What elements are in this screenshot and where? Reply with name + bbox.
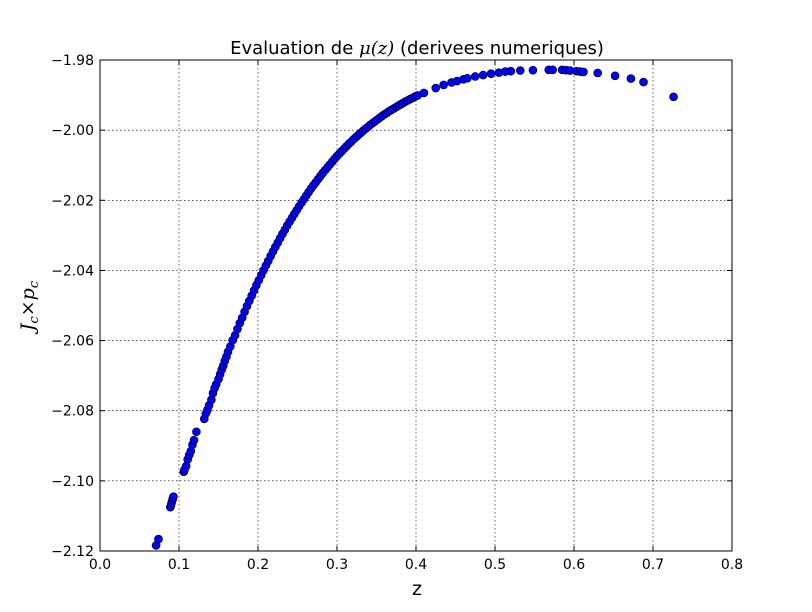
- scatter-point: [669, 92, 678, 102]
- scatter-point: [169, 492, 178, 501]
- data-points: [151, 65, 678, 550]
- x-axis-label: z: [412, 578, 422, 600]
- grid-lines: [100, 60, 732, 551]
- scatter-point: [610, 71, 620, 81]
- scatter-point: [626, 74, 636, 83]
- y-tick-label: −2.06: [51, 334, 94, 350]
- scatter-point: [486, 69, 496, 78]
- x-tick-label: 0.1: [168, 557, 190, 573]
- x-tick-label: 0.2: [247, 557, 269, 573]
- y-tick-label: −1.98: [51, 53, 94, 69]
- axis-ticks: [99, 59, 733, 552]
- scatter-point: [528, 65, 538, 75]
- scatter-point: [431, 83, 441, 93]
- x-tick-label: 0.5: [484, 557, 506, 573]
- y-tick-label: −2.10: [51, 474, 94, 490]
- scatter-point: [419, 88, 429, 98]
- y-axis-label-times: ×: [17, 300, 39, 316]
- y-tick-labels: −2.12 −2.10 −2.08 −2.06 −2.04 −2.02 −2.00 −1.98: [51, 53, 94, 560]
- chart-title-math: μ(z): [359, 38, 394, 59]
- scatter-point: [593, 68, 603, 78]
- scatter-point: [548, 65, 557, 75]
- y-tick-label: −2.12: [51, 544, 94, 560]
- scatter-point: [639, 77, 648, 87]
- scatter-point: [154, 534, 163, 544]
- scatter-point: [478, 70, 488, 80]
- x-tick-label: 0.6: [563, 557, 585, 573]
- scatter-point: [515, 66, 525, 75]
- scatter-point: [579, 67, 588, 77]
- y-axis-label-p: p: [17, 288, 39, 300]
- y-tick-label: −2.02: [51, 193, 94, 209]
- chart-title-prefix: Evaluation de: [230, 38, 359, 59]
- scatter-point: [470, 72, 480, 81]
- x-tick-labels: 0.0 0.1 0.2 0.3 0.4 0.5 0.6 0.7 0.8: [89, 557, 743, 573]
- y-tick-label: −2.04: [51, 263, 94, 279]
- x-tick-label: 0.0: [89, 557, 111, 573]
- y-axis-label: Jc×pc: [17, 280, 42, 335]
- y-axis-label-j-sub: c: [27, 316, 42, 324]
- x-tick-label: 0.8: [721, 557, 743, 573]
- y-tick-label: −2.00: [51, 123, 94, 139]
- scatter-point: [506, 66, 516, 76]
- chart-title-suffix: (derivees numeriques): [394, 38, 604, 59]
- scatter-point: [192, 427, 201, 437]
- x-tick-label: 0.3: [326, 557, 348, 573]
- x-tick-label: 0.4: [405, 557, 427, 573]
- scatter-point: [189, 435, 199, 445]
- chart-title: Evaluation de μ(z) (derivees numeriques): [230, 38, 604, 59]
- scatter-point: [463, 73, 472, 83]
- y-axis-label-p-sub: c: [27, 280, 42, 288]
- y-tick-label: −2.08: [51, 404, 94, 420]
- y-axis-label-j: J: [17, 322, 39, 335]
- scatter-point: [439, 80, 448, 90]
- x-tick-label: 0.7: [642, 557, 664, 573]
